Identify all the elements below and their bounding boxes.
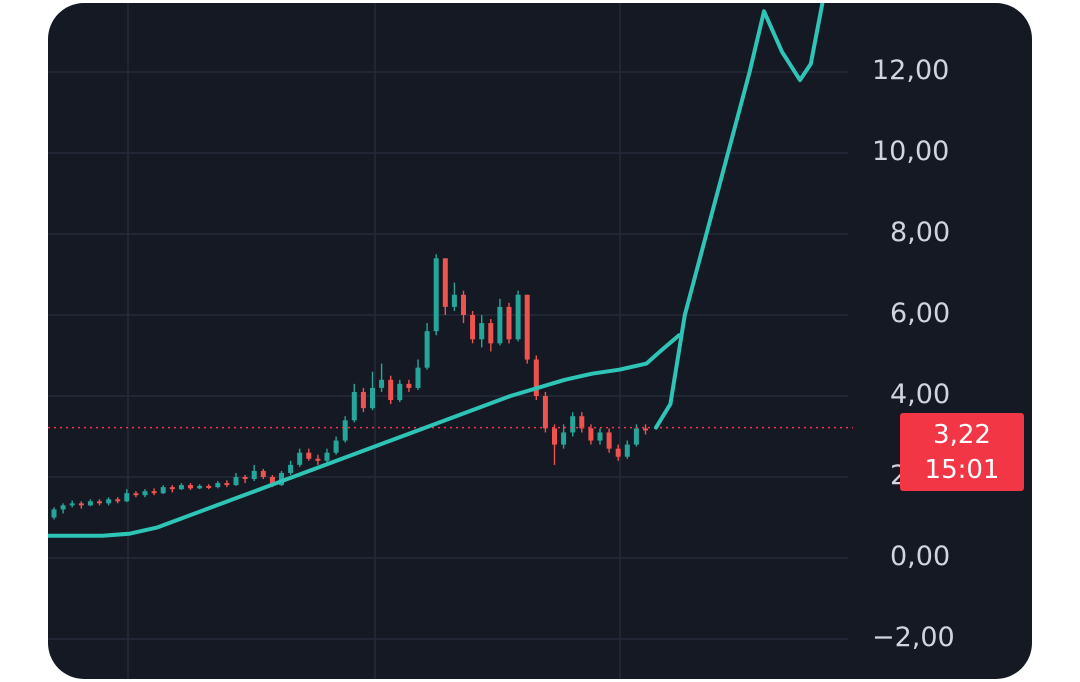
candle-body <box>506 306 512 340</box>
y-tick-label: 4,00 <box>890 379 951 410</box>
y-tick-label: −2,00 <box>872 622 955 653</box>
candle-body <box>242 477 248 480</box>
candle-body <box>524 294 530 360</box>
candle-body <box>570 416 576 433</box>
candle-body <box>552 428 557 445</box>
candle-body <box>306 452 312 459</box>
candle-body <box>324 452 330 461</box>
candle-body <box>279 472 284 486</box>
candle-body <box>351 391 357 421</box>
candle-body <box>51 509 57 518</box>
candle-body <box>451 294 457 307</box>
candle-body <box>115 499 121 502</box>
candle-body <box>297 452 303 465</box>
candle-body <box>188 485 193 489</box>
candle-body <box>542 396 548 429</box>
candle-body <box>169 487 175 490</box>
candle-body <box>433 258 439 332</box>
candle-body <box>87 501 93 506</box>
candle-body <box>142 491 148 496</box>
candle-body <box>533 359 539 396</box>
candle-body <box>379 379 385 388</box>
candle-body <box>78 503 84 506</box>
candle-body <box>406 383 412 388</box>
candle-body <box>106 499 112 504</box>
annotation-support-line <box>48 333 681 538</box>
candle-body <box>206 485 212 488</box>
y-tick-label: 8,00 <box>890 217 951 248</box>
y-tick-label: 10,00 <box>872 136 950 167</box>
candle-body <box>424 331 430 368</box>
candle-body <box>224 483 230 486</box>
candle-body <box>643 428 648 431</box>
candle-body <box>160 487 166 494</box>
candle-body <box>497 306 503 344</box>
candle-body <box>269 477 275 486</box>
price-chart[interactable] <box>48 3 1032 679</box>
candle-body <box>333 440 339 453</box>
annotation-projection-curve <box>654 3 825 430</box>
candle-body <box>151 491 157 494</box>
candle-body <box>588 428 594 441</box>
candle-body <box>606 432 612 449</box>
candle-body <box>197 485 203 489</box>
candle-body <box>178 485 184 490</box>
candle-body <box>579 416 585 429</box>
candle-body <box>388 379 394 401</box>
candle-body <box>561 432 567 445</box>
candle-body <box>370 387 375 409</box>
y-tick-label: 0,00 <box>890 541 951 572</box>
current-price-value: 3,22 <box>933 420 991 450</box>
candle-body <box>233 477 239 486</box>
candle-body <box>97 501 102 504</box>
candle-body <box>470 315 476 340</box>
candle-body <box>60 505 66 510</box>
candle-body <box>461 294 466 315</box>
candle-body <box>488 323 494 344</box>
candle-body <box>215 483 221 488</box>
candle-body <box>597 432 603 441</box>
candle-body <box>442 258 448 307</box>
candle-body <box>479 323 485 340</box>
current-price-badge: 3,22 15:01 <box>900 413 1024 491</box>
candle-body <box>251 470 257 480</box>
candle-body <box>624 444 630 457</box>
candle-body <box>133 493 139 496</box>
candle-body <box>342 420 348 441</box>
y-tick-label: 6,00 <box>890 298 951 329</box>
candle-body <box>397 383 403 401</box>
candle-body <box>360 391 366 409</box>
candle-body <box>288 464 294 473</box>
candle-body <box>515 294 521 340</box>
candle-body <box>124 493 130 502</box>
candle-body <box>315 458 321 461</box>
candle-countdown: 15:01 <box>924 455 1000 485</box>
candle-body <box>615 448 621 457</box>
candle-body <box>415 367 421 388</box>
candle-body <box>260 470 266 477</box>
candle-body <box>633 428 639 445</box>
candle-body <box>69 503 75 506</box>
y-tick-label: 12,00 <box>872 55 950 86</box>
